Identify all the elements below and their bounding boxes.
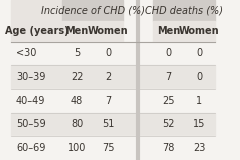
- Bar: [62, 0, 123, 21]
- Bar: [153, 21, 184, 42]
- Text: 15: 15: [193, 120, 206, 129]
- Text: 0: 0: [196, 48, 203, 58]
- Text: 1: 1: [196, 96, 203, 106]
- Bar: [11, 0, 62, 21]
- Text: 60–69: 60–69: [16, 143, 45, 153]
- Text: 0: 0: [166, 48, 172, 58]
- Text: Men: Men: [66, 26, 89, 36]
- Bar: [11, 21, 62, 42]
- Text: 100: 100: [68, 143, 86, 153]
- Bar: [184, 21, 215, 42]
- Text: 48: 48: [71, 96, 83, 106]
- Text: 2: 2: [105, 72, 111, 82]
- Bar: [11, 113, 215, 136]
- Text: 0: 0: [196, 72, 203, 82]
- Text: Age (years): Age (years): [5, 26, 68, 36]
- Bar: [153, 0, 215, 21]
- Text: 51: 51: [102, 120, 114, 129]
- Text: CHD deaths (%): CHD deaths (%): [145, 5, 223, 15]
- Text: 7: 7: [105, 96, 111, 106]
- Bar: [93, 21, 123, 42]
- Text: Men: Men: [157, 26, 180, 36]
- Bar: [11, 42, 215, 65]
- Text: 23: 23: [193, 143, 206, 153]
- Text: <30: <30: [16, 48, 36, 58]
- Text: 78: 78: [162, 143, 175, 153]
- Text: 30–39: 30–39: [16, 72, 45, 82]
- Text: 80: 80: [71, 120, 83, 129]
- Text: 7: 7: [165, 72, 172, 82]
- Text: Women: Women: [88, 26, 128, 36]
- Bar: [11, 65, 215, 89]
- Text: 52: 52: [162, 120, 175, 129]
- Text: 75: 75: [102, 143, 114, 153]
- Text: 40–49: 40–49: [16, 96, 45, 106]
- Text: 0: 0: [105, 48, 111, 58]
- Bar: [11, 136, 215, 160]
- Text: Women: Women: [179, 26, 220, 36]
- Bar: [11, 89, 215, 113]
- Text: 22: 22: [71, 72, 83, 82]
- Text: 25: 25: [162, 96, 175, 106]
- Bar: [62, 21, 93, 42]
- Text: Incidence of CHD (%): Incidence of CHD (%): [41, 5, 144, 15]
- Text: 50–59: 50–59: [16, 120, 46, 129]
- Text: 5: 5: [74, 48, 80, 58]
